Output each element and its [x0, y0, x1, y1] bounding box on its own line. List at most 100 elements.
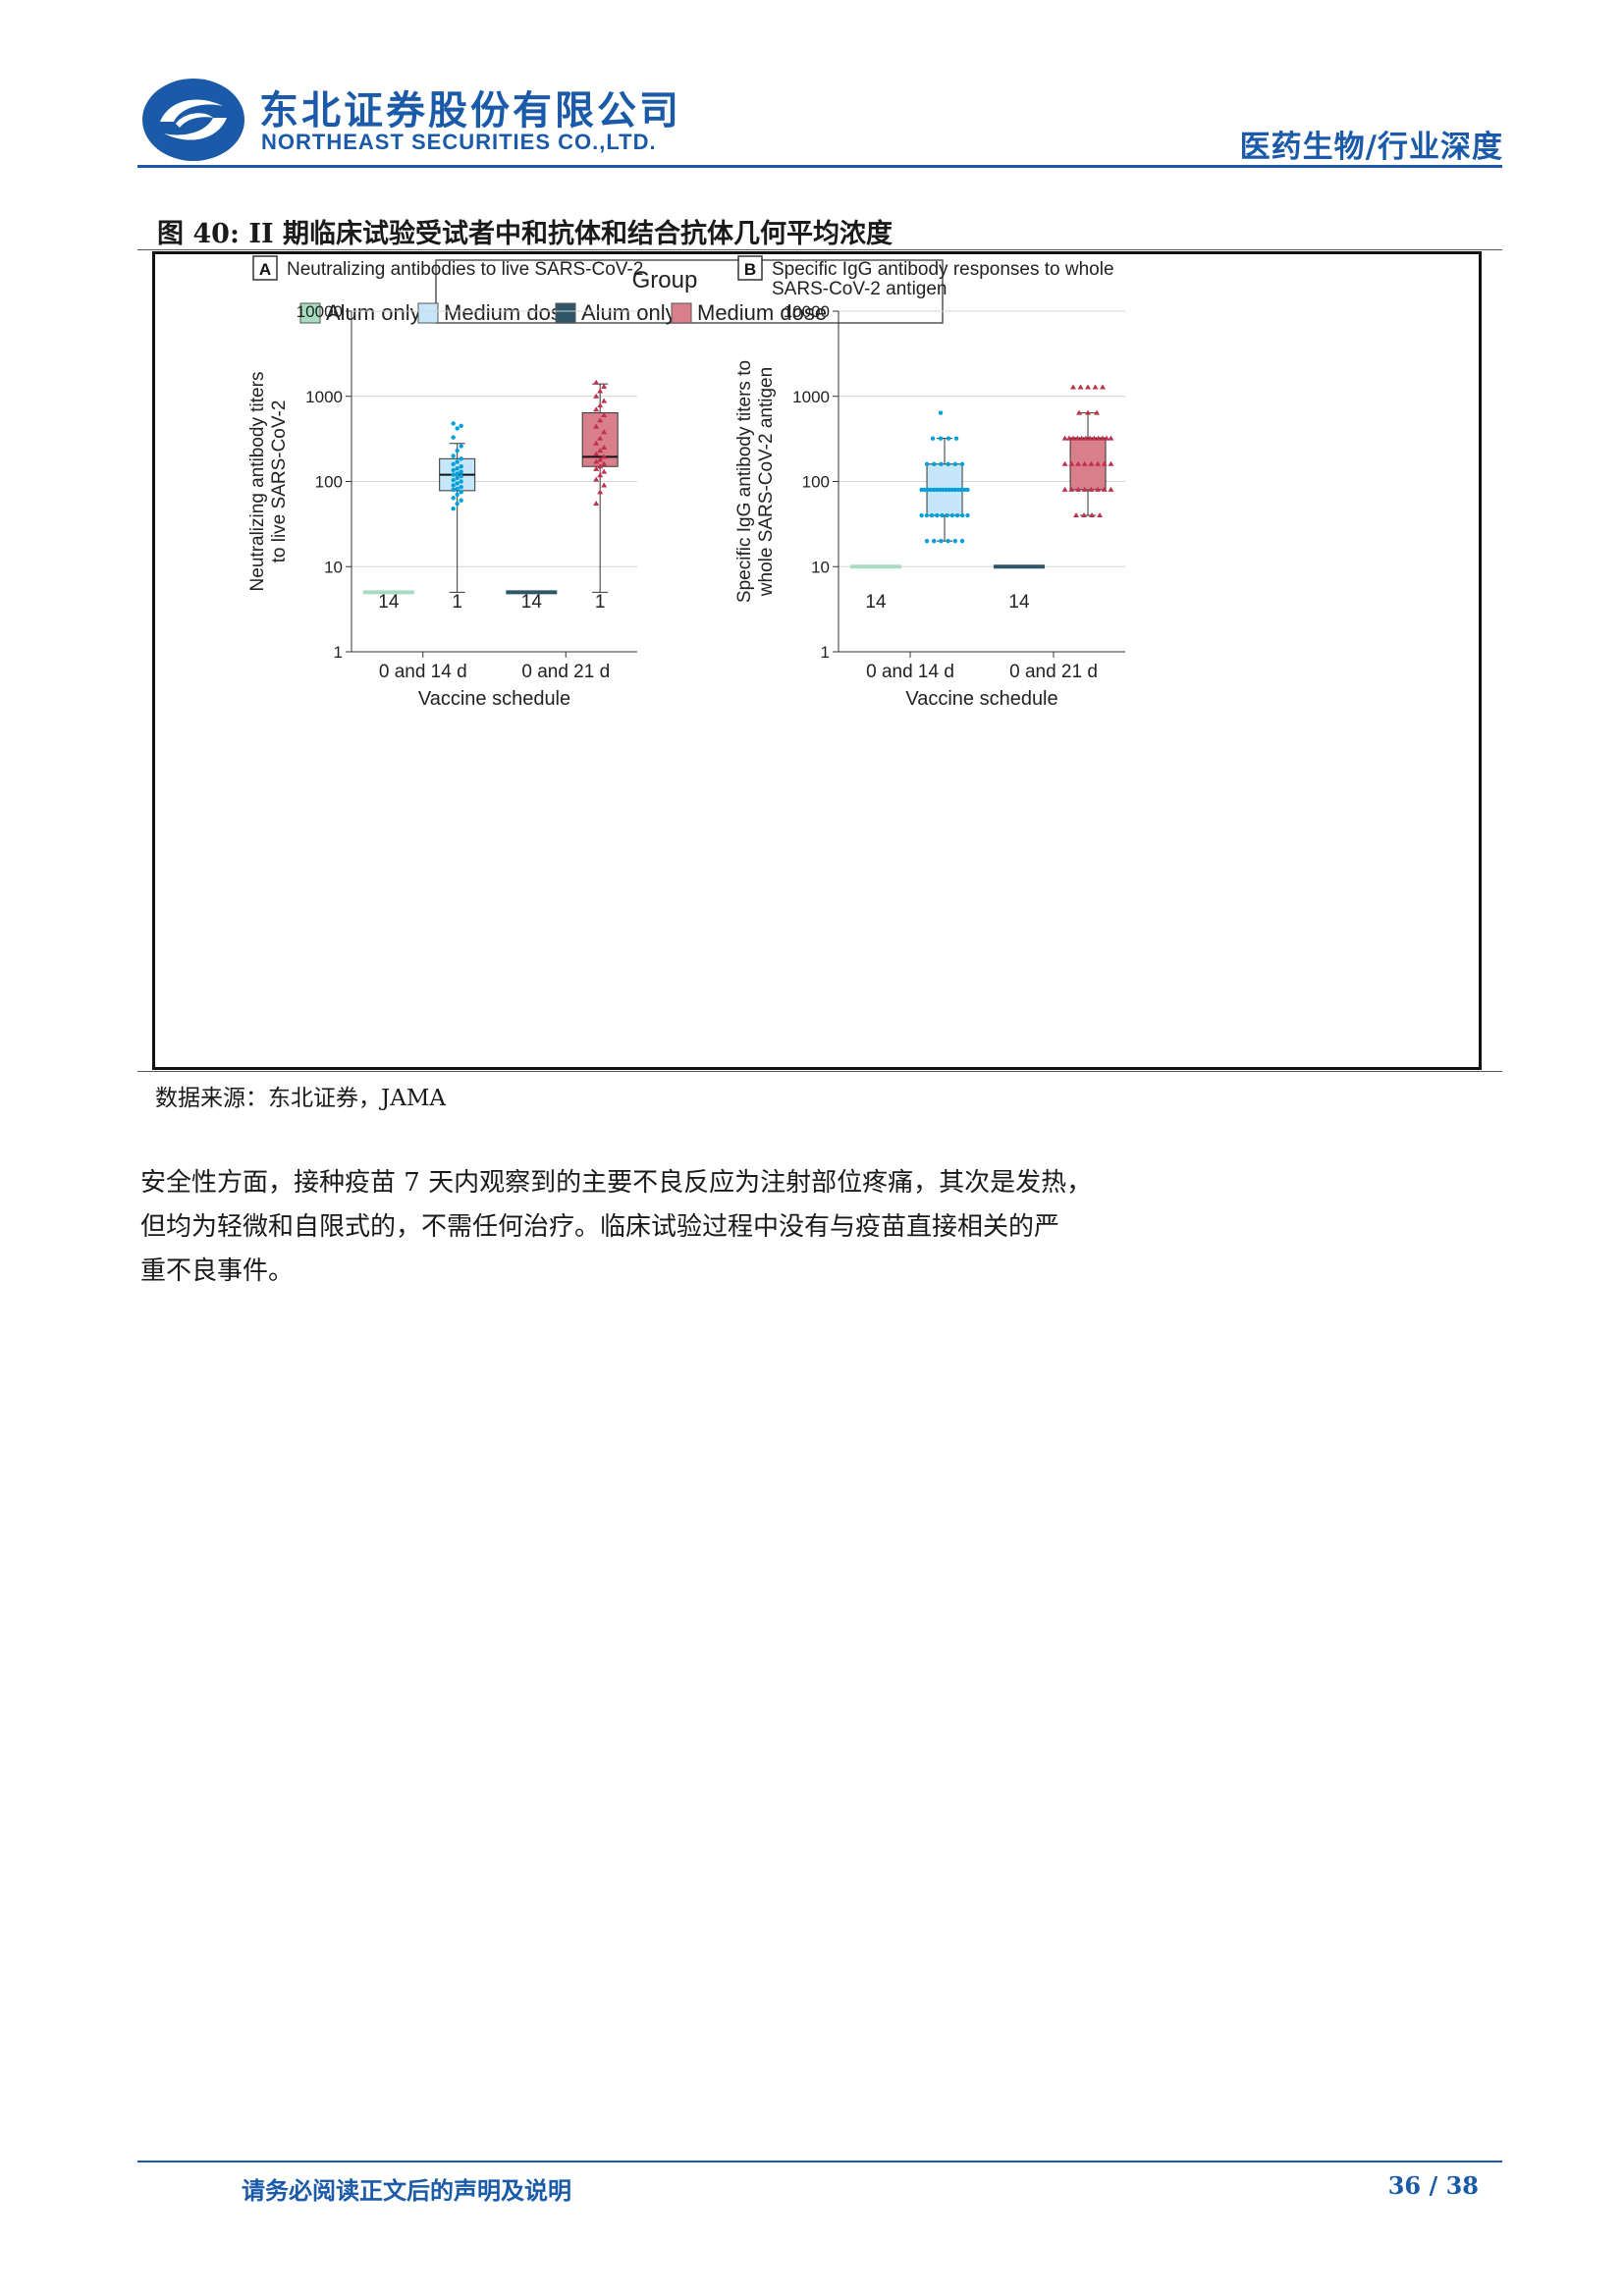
data-point [1061, 486, 1068, 492]
header-divider [137, 165, 1502, 168]
data-point [593, 440, 600, 446]
data-point [455, 492, 460, 498]
data-point [952, 461, 958, 466]
data-point [1095, 435, 1102, 441]
y-axis-label: Specific IgG antibody titers to [734, 360, 755, 603]
footer-divider [137, 2161, 1502, 2163]
box-plot-chart: Group Alum only Medium dose Alum only Medium… [247, 255, 1125, 710]
data-point [925, 487, 931, 493]
y-tick-label: 1000 [792, 388, 830, 406]
data-point [938, 487, 943, 493]
group-count-label: 14 [378, 592, 400, 613]
data-point [938, 436, 944, 441]
group-count-label: 14 [865, 592, 887, 613]
paragraph-line: 但均为轻微和自限式的，不需任何治疗。临床试验过程中没有与疫苗直接相关的严 [140, 1212, 1060, 1242]
data-point [1081, 512, 1088, 518]
data-point [1082, 435, 1089, 441]
data-point [601, 454, 608, 459]
panel-letter: A [259, 260, 271, 279]
body-paragraph: 安全性方面，接种疫苗 7 天内观察到的主要不良反应为注射部位疼痛，其次是发热， … [140, 1161, 1181, 1294]
data-point [922, 487, 927, 493]
x-tick-label: 0 and 21 d [521, 662, 610, 682]
data-point [1088, 460, 1095, 466]
group-count-label: 14 [521, 592, 543, 613]
data-point [451, 477, 456, 483]
data-point [959, 461, 965, 466]
data-point [944, 487, 948, 493]
y-tick-label: 1 [821, 643, 830, 662]
legend-label: Medium dose [697, 300, 827, 325]
data-point [459, 469, 463, 474]
data-point [455, 466, 460, 471]
data-point [1068, 460, 1075, 466]
group-count-label: 1 [452, 592, 462, 613]
figure-source: 数据来源：东北证券，JAMA [155, 1086, 446, 1111]
data-point [601, 444, 608, 450]
y-tick-label: 100 [802, 473, 830, 492]
company-name-cn: 东北证券股份有限公司 [259, 88, 681, 133]
legend-swatch [555, 302, 576, 324]
legend-label: Alum only [326, 300, 421, 325]
data-point [1085, 384, 1092, 390]
x-tick-label: 0 and 21 d [1009, 662, 1098, 682]
data-point [593, 406, 600, 412]
data-point [1076, 409, 1083, 415]
data-point [597, 402, 604, 408]
data-point [946, 436, 951, 441]
data-point [924, 538, 930, 544]
data-point [593, 451, 600, 456]
data-point [919, 512, 924, 518]
data-point [1074, 435, 1081, 441]
data-point [459, 464, 463, 469]
data-point [1081, 460, 1088, 466]
data-point [1075, 486, 1082, 492]
data-point [593, 465, 600, 471]
data-point [1097, 512, 1104, 518]
data-point [1070, 435, 1077, 441]
data-point [929, 512, 935, 518]
page-number: 36 / 38 [1387, 2171, 1479, 2200]
flat-bar [993, 564, 1045, 569]
y-tick-label: 10000 [297, 302, 343, 321]
data-point [451, 454, 456, 458]
data-point [597, 435, 604, 441]
data-point [1095, 486, 1102, 492]
data-point [455, 459, 460, 464]
data-point [601, 468, 608, 474]
data-point [954, 512, 960, 518]
figure-caption: 图 40: II 期临床试验受试者中和抗体和结合抗体几何平均浓度 [157, 219, 893, 249]
data-point [601, 460, 608, 466]
data-point [601, 411, 608, 417]
data-point [1100, 384, 1107, 390]
paragraph-line: 重不良事件。 [140, 1256, 295, 1286]
data-point [938, 410, 944, 415]
data-point [945, 512, 949, 518]
data-point [459, 423, 463, 429]
data-point [597, 417, 604, 423]
data-point [928, 487, 934, 493]
data-point [1089, 512, 1096, 518]
data-point [939, 538, 944, 544]
data-point [451, 483, 456, 488]
x-tick-label: 0 and 14 d [379, 662, 467, 682]
company-name-en: NORTHEAST SECURITIES CO.,LTD. [261, 130, 657, 154]
data-point [597, 456, 604, 462]
legend-label: Alum only [581, 300, 677, 325]
data-point [941, 487, 946, 493]
paragraph-line: 安全性方面，接种疫苗 7 天内观察到的主要不良反应为注射部位疼痛，其次是发热， [140, 1168, 1093, 1198]
company-logo [142, 79, 244, 161]
data-point [1104, 435, 1110, 441]
data-point [451, 467, 456, 473]
data-point [965, 487, 970, 493]
figure-top-rule [137, 249, 1502, 250]
data-point [455, 471, 460, 476]
data-point [965, 512, 970, 518]
data-point [455, 486, 460, 492]
legend-title: Group [632, 267, 698, 294]
data-point [959, 487, 964, 493]
flat-bar [362, 590, 414, 595]
y-tick-label: 10 [324, 558, 343, 576]
data-point [932, 538, 937, 544]
data-point [946, 538, 950, 544]
report-category: 医药生物/行业深度 [1239, 130, 1503, 165]
